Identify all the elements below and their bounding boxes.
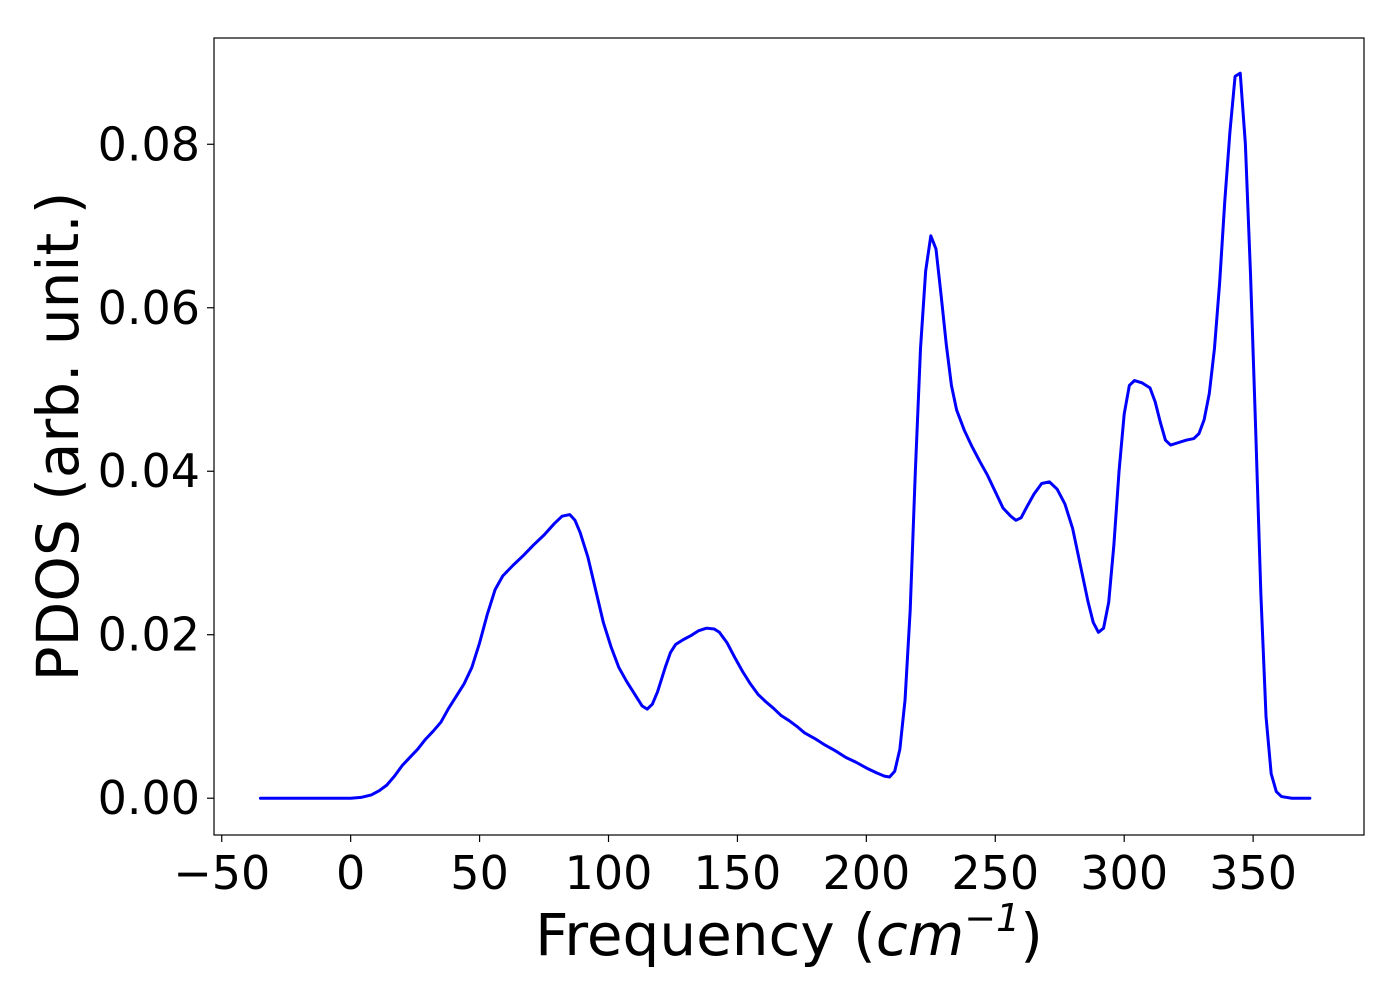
x-tick-label: 50 (450, 846, 509, 900)
x-tick-label: 300 (1080, 846, 1168, 900)
y-tick-label: 0.08 (98, 117, 200, 171)
x-axis-title: Frequency (cm−1) (535, 896, 1043, 969)
x-axis-title-unit: cm (876, 901, 964, 969)
x-tick-label: 150 (694, 846, 782, 900)
y-axis-title: PDOS (arb. unit.) (24, 192, 92, 682)
x-tick-label: 350 (1209, 846, 1297, 900)
y-tick-label: 0.06 (98, 281, 200, 335)
y-tick-label: 0.02 (98, 608, 200, 662)
x-axis-title-exponent: −1 (964, 896, 1020, 940)
y-tick-label: 0.04 (98, 444, 200, 498)
x-axis-title-text: Frequency ( (535, 901, 876, 969)
x-tick-label: −50 (173, 846, 270, 900)
x-tick-label: 250 (951, 846, 1039, 900)
x-tick-label: 200 (822, 846, 910, 900)
pdos-series-line (258, 71, 1312, 800)
x-tick-label: 0 (336, 846, 365, 900)
x-axis-ticks: −50 0 50 100 150 200 250 300 350 (173, 835, 1297, 900)
plot-frame (213, 37, 1365, 836)
y-tick-label: 0.00 (98, 771, 200, 825)
x-tick-label: 100 (565, 846, 653, 900)
y-axis-ticks: 0.00 0.02 0.04 0.06 0.08 (98, 117, 214, 825)
x-axis-title-close: ) (1020, 901, 1043, 969)
